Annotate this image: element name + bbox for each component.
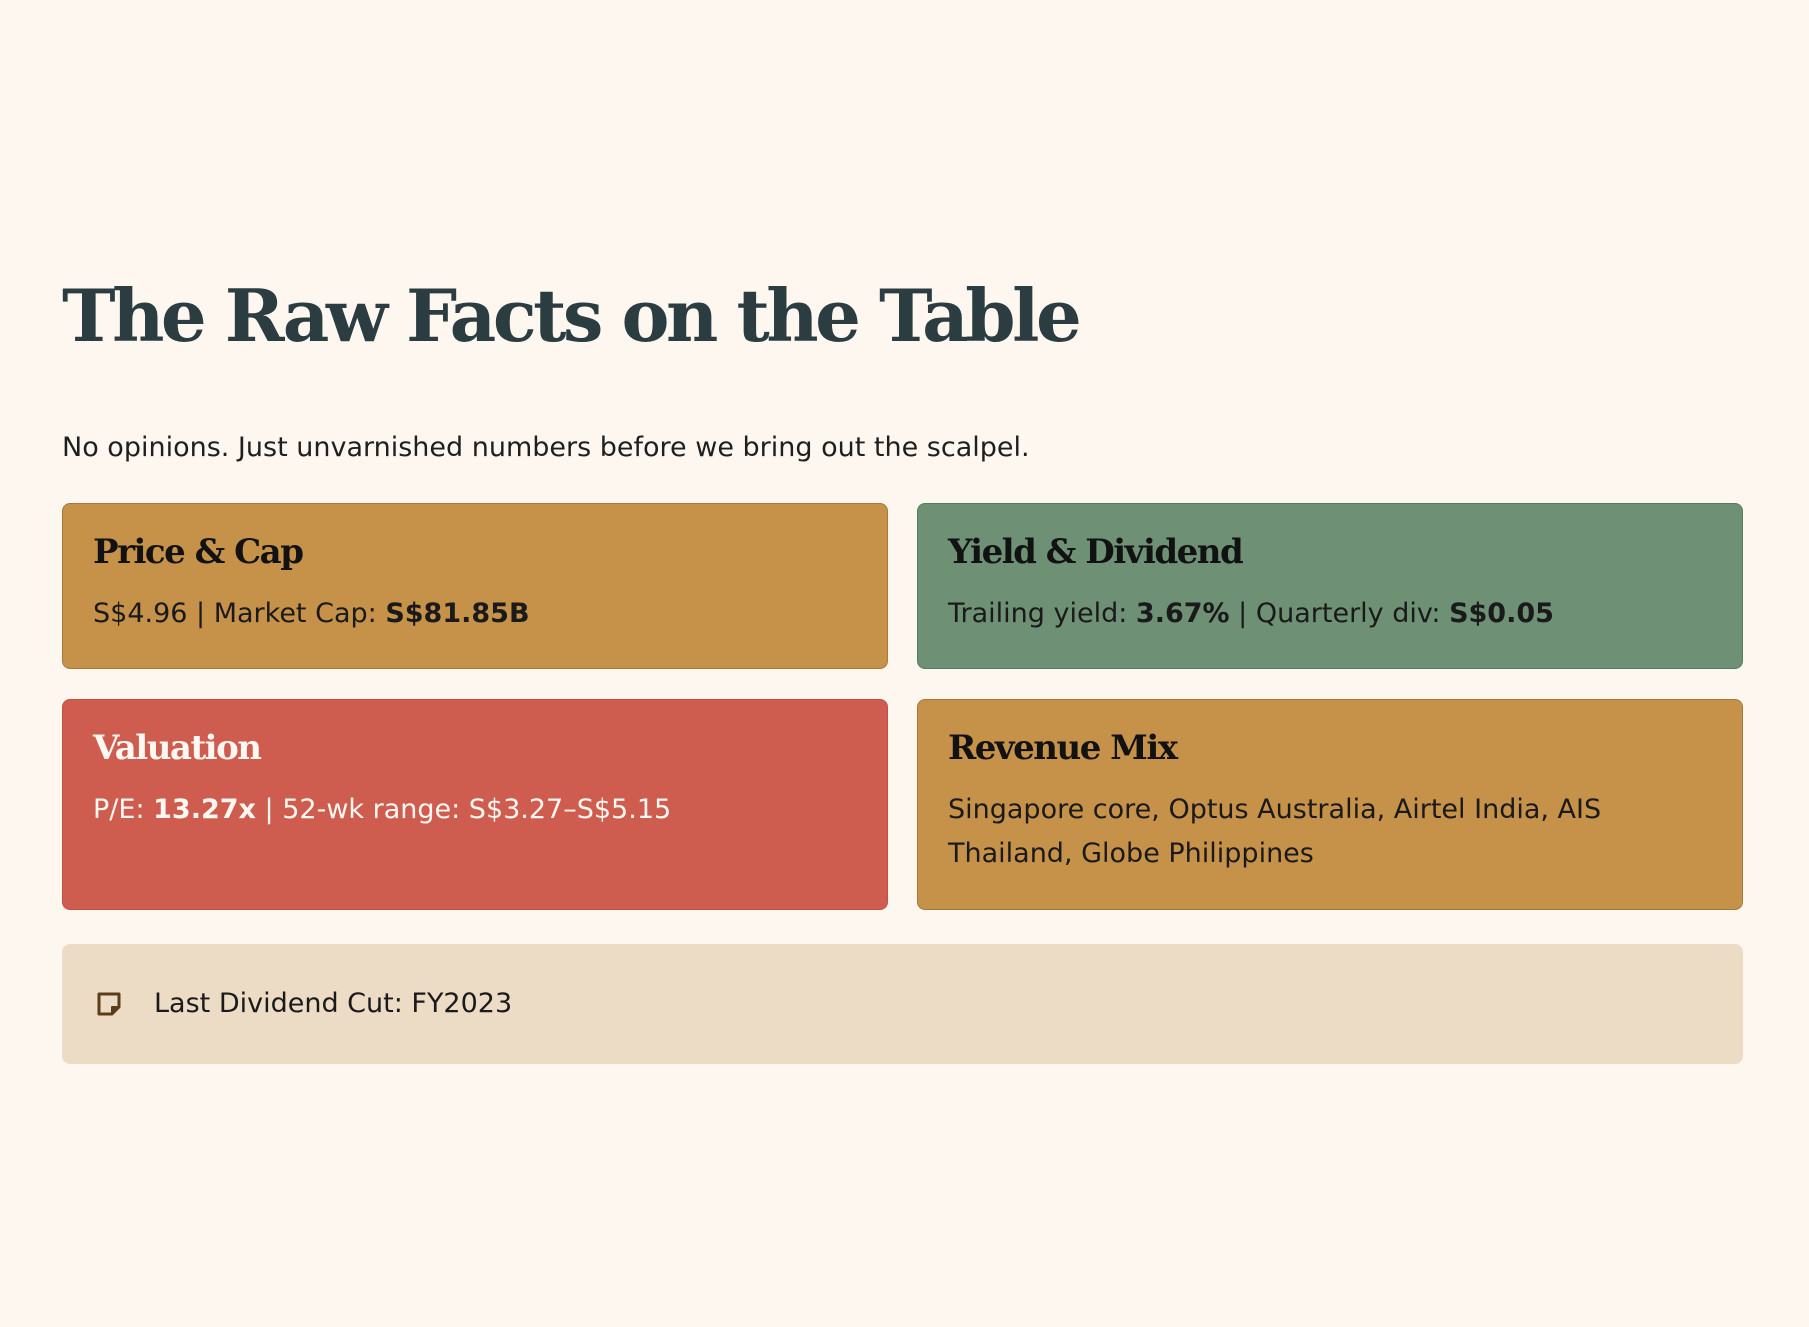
valuation-text: P/E: 13.27x | 52-wk range: S$3.27–S$5.15	[93, 788, 857, 832]
trailing-yield-value: 3.67%	[1135, 598, 1230, 629]
separator: |	[187, 598, 214, 629]
valuation-title: Valuation	[93, 728, 262, 768]
price-cap-text: S$4.96 | Market Cap: S$81.85B	[93, 592, 857, 636]
sticky-note-icon	[94, 989, 124, 1019]
market-cap-label: Market Cap:	[213, 598, 386, 629]
yield-dividend-card: Yield & Dividend Trailing yield: 3.67% |…	[917, 503, 1743, 669]
revenue-mix-title: Revenue Mix	[948, 728, 1178, 768]
pe-value: 13.27x	[153, 794, 256, 825]
quarterly-div-label: Quarterly div:	[1255, 598, 1450, 629]
price-cap-title: Price & Cap	[93, 532, 304, 572]
trailing-yield-label: Trailing yield:	[948, 598, 1136, 629]
dividend-note-text: Last Dividend Cut: FY2023	[154, 988, 513, 1019]
revenue-mix-card: Revenue Mix Singapore core, Optus Austra…	[917, 699, 1743, 910]
revenue-mix-text: Singapore core, Optus Australia, Airtel …	[948, 794, 1602, 869]
valuation-card: Valuation P/E: 13.27x | 52-wk range: S$3…	[62, 699, 888, 910]
price-cap-card: Price & Cap S$4.96 | Market Cap: S$81.85…	[62, 503, 888, 669]
separator: |	[255, 794, 283, 825]
separator: |	[1229, 598, 1256, 629]
page-subtitle: No opinions. Just unvarnished numbers be…	[62, 432, 1030, 463]
market-cap-value: S$81.85B	[385, 598, 530, 629]
price-value: S$4.96	[93, 598, 188, 629]
dividend-note: Last Dividend Cut: FY2023	[62, 944, 1743, 1064]
yield-dividend-title: Yield & Dividend	[948, 532, 1244, 572]
page-title: The Raw Facts on the Table	[62, 273, 1082, 358]
pe-label: P/E:	[93, 794, 154, 825]
range-text: 52-wk range: S$3.27–S$5.15	[282, 794, 672, 825]
yield-dividend-text: Trailing yield: 3.67% | Quarterly div: S…	[948, 592, 1712, 636]
quarterly-div-value: S$0.05	[1449, 598, 1554, 629]
